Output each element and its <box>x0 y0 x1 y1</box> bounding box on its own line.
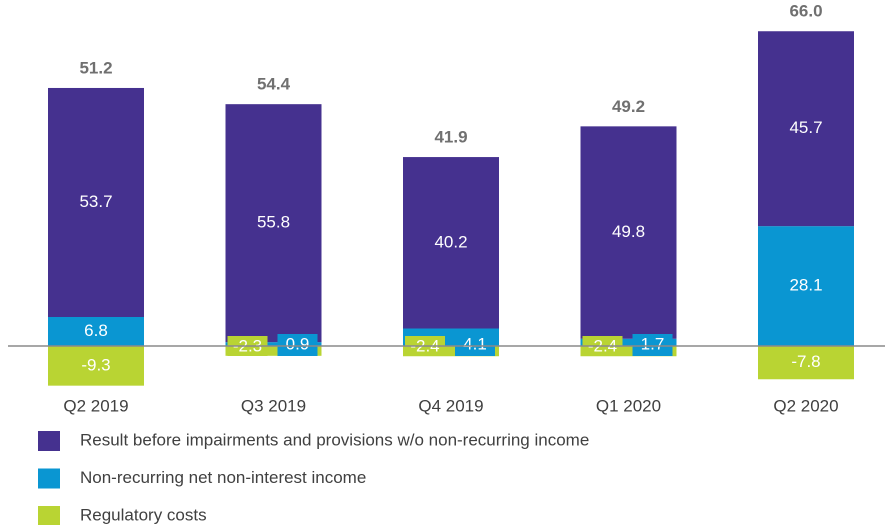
data-label: 53.7 <box>79 192 112 211</box>
legend-label: Non-recurring net non-interest income <box>80 468 366 487</box>
bar-segment <box>758 31 854 227</box>
x-tick-label: Q1 2020 <box>596 396 661 415</box>
x-tick-label: Q3 2019 <box>241 396 306 415</box>
data-label: -7.8 <box>791 352 820 371</box>
x-tick-label: Q2 2020 <box>773 396 838 415</box>
legend-label: Regulatory costs <box>80 505 207 524</box>
x-tick-label: Q4 2019 <box>418 396 483 415</box>
total-label: 51.2 <box>79 58 112 77</box>
legend-swatch <box>38 506 60 526</box>
total-label: 66.0 <box>789 2 822 21</box>
data-label: 0.9 <box>286 334 310 353</box>
data-label: 55.8 <box>257 213 290 232</box>
bar-segment <box>403 346 499 357</box>
bar-segment <box>580 346 677 357</box>
total-label: 54.4 <box>257 75 291 94</box>
label-box <box>455 334 495 356</box>
label-box <box>632 334 673 356</box>
data-label: 49.8 <box>612 222 645 241</box>
bar-segment <box>48 316 144 346</box>
bar-segment <box>403 157 499 329</box>
data-label: 45.7 <box>789 118 822 137</box>
data-label: 28.1 <box>789 276 822 295</box>
data-label: 4.1 <box>463 334 487 353</box>
bar-segment <box>758 346 854 380</box>
data-label: 1.7 <box>641 334 665 353</box>
data-label: 6.8 <box>84 321 108 340</box>
bar-segment <box>225 104 322 343</box>
total-label: 49.2 <box>612 97 645 116</box>
bar-segment <box>580 338 677 346</box>
bar-segment <box>225 346 322 356</box>
bar-segment <box>48 346 144 386</box>
label-box <box>277 334 318 356</box>
data-label: -9.3 <box>81 355 110 374</box>
bar-segment <box>758 226 854 346</box>
legend-swatch <box>38 431 60 451</box>
bar-segment <box>580 126 677 339</box>
total-label: 41.9 <box>434 128 467 147</box>
x-tick-label: Q2 2019 <box>63 396 128 415</box>
bar-segment <box>48 87 144 317</box>
bar-segment <box>225 342 322 346</box>
legend-label: Result before impairments and provisions… <box>80 430 589 449</box>
legend-swatch <box>38 468 60 489</box>
data-label: 40.2 <box>434 232 467 251</box>
